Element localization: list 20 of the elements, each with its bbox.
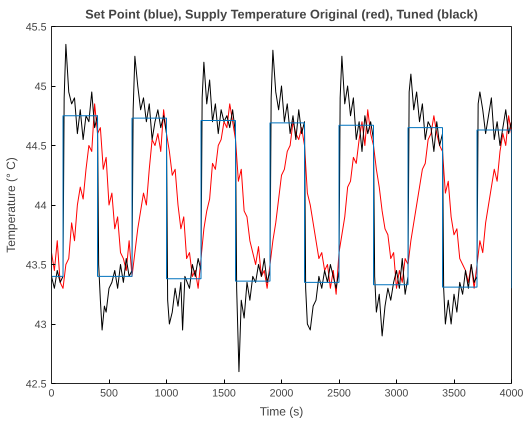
x-tick-label: 500 [100,388,118,400]
x-tick-label: 3000 [384,388,408,400]
x-axis-title: Time (s) [260,404,304,418]
x-tick-label: 1500 [212,388,236,400]
y-tick-label: 45 [34,81,47,93]
x-tick-label: 2500 [327,388,351,400]
x-tick-label: 4000 [500,388,524,400]
y-tick-label: 43.5 [26,260,47,272]
y-tick-label: 42.5 [26,378,47,390]
x-tick-label: 1000 [154,388,178,400]
y-tick-label: 44.5 [26,140,47,152]
chart-title: Set Point (blue), Supply Temperature Original (red), Tuned (black) [85,8,478,22]
line-series [52,44,512,372]
x-tick-label: 0 [48,388,55,400]
y-tick-label: 43 [34,319,47,331]
x-tick-label: 3500 [442,388,466,400]
x-tick-label: 2000 [270,388,294,400]
y-tick-label: 44 [34,200,47,212]
y-axis-title: Temperature (° C) [4,157,18,253]
y-tick-label: 45.5 [26,22,47,34]
